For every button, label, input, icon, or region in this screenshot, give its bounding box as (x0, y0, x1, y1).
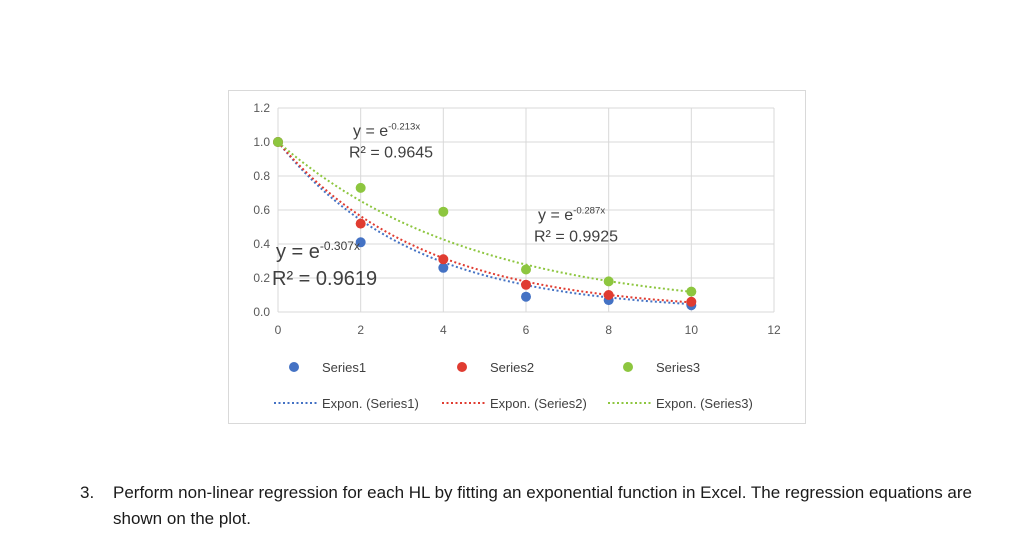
r-squared-label: R² = 0.9645 (349, 145, 433, 162)
legend-marker (457, 362, 467, 372)
x-tick-label: 0 (275, 323, 282, 337)
data-point (603, 276, 614, 287)
x-tick-label: 6 (523, 323, 530, 337)
x-tick-label: 8 (605, 323, 612, 337)
data-point (355, 237, 366, 248)
y-tick-label: 0.8 (253, 169, 270, 183)
legend-label: Series2 (490, 360, 534, 375)
legend-trend-label: Expon. (Series3) (656, 396, 753, 411)
r-squared-label: R² = 0.9619 (272, 268, 377, 290)
trendline (277, 141, 692, 304)
data-point (686, 286, 697, 297)
caption-number: 3. (80, 483, 95, 502)
legend-marker (289, 362, 299, 372)
x-tick-label: 10 (685, 323, 699, 337)
data-point (355, 182, 366, 193)
legend-trend-label: Expon. (Series2) (490, 396, 587, 411)
caption-text: Perform non-linear regression for each H… (113, 483, 972, 528)
data-point (355, 218, 366, 229)
x-tick-label: 2 (357, 323, 364, 337)
y-tick-label: 0.2 (253, 271, 270, 285)
y-tick-label: 0.6 (253, 203, 270, 217)
regression-equation: y = e-0.287x (538, 206, 605, 224)
chart-frame (228, 90, 806, 424)
y-tick-label: 0.0 (253, 305, 270, 319)
legend-label: Series1 (322, 360, 366, 375)
exponential-regression-chart: 0.0 0.2 0.4 0.6 0.8 1.0 1.2 0 2 4 6 8 10 12 y = e-0.21… (253, 101, 781, 411)
data-point (603, 290, 614, 300)
y-tick-label: 0.4 (253, 237, 270, 251)
legend-trend-label: Expon. (Series1) (322, 396, 419, 411)
legend-label: Series3 (656, 360, 700, 375)
data-point (273, 137, 283, 147)
x-tick-label: 4 (440, 323, 447, 337)
r-squared-label: R² = 0.9925 (534, 229, 618, 246)
data-point (521, 279, 531, 290)
regression-equation: y = e-0.307x (276, 239, 360, 263)
caption: 3. Perform non-linear regression for eac… (80, 480, 980, 532)
data-point (438, 262, 449, 273)
legend-marker (623, 362, 633, 372)
data-point (521, 291, 531, 302)
data-point (521, 264, 531, 275)
regression-equation: y = e-0.213x (353, 122, 420, 140)
data-point (438, 254, 449, 265)
y-tick-label: 1.2 (253, 101, 270, 115)
trendline (277, 141, 692, 293)
data-point (438, 206, 449, 217)
y-tick-label: 1.0 (253, 135, 270, 149)
data-point (686, 296, 697, 307)
x-tick-label: 12 (767, 323, 781, 337)
